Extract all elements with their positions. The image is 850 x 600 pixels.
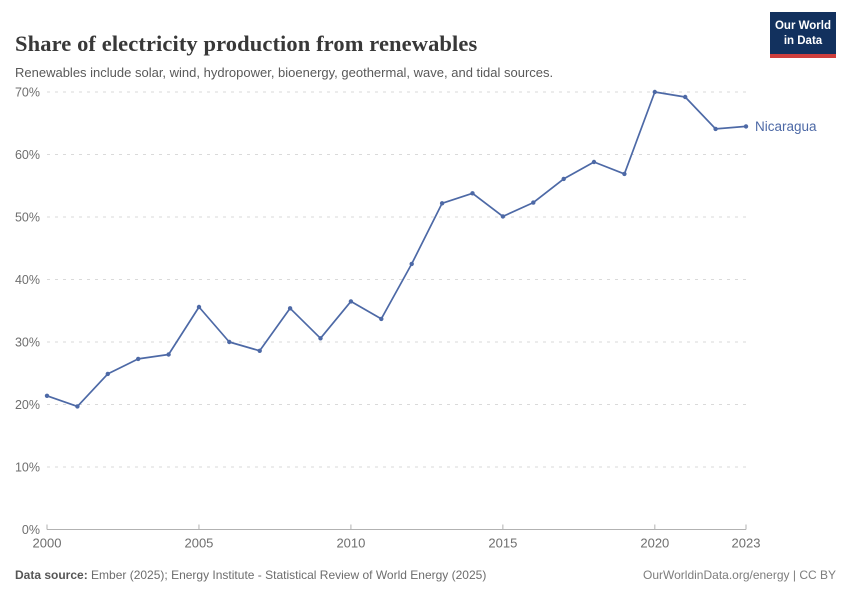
owid-logo[interactable]: Our World in Data <box>770 12 836 59</box>
owid-logo-line1: Our World <box>774 20 831 32</box>
data-point <box>409 261 414 267</box>
data-point <box>561 176 566 182</box>
data-point <box>75 404 80 409</box>
data-point <box>227 339 232 345</box>
data-source-text: Data source: Ember (2025); Energy Instit… <box>15 568 487 582</box>
data-point <box>257 348 262 353</box>
y-tick-label: 70% <box>15 86 40 100</box>
data-point <box>166 352 171 357</box>
x-tick-label: 2023 <box>732 536 761 551</box>
series-label-nicaragua[interactable]: Nicaragua <box>755 119 817 134</box>
data-point <box>713 126 718 132</box>
data-point <box>743 124 749 129</box>
chart-subtitle: Renewables include solar, wind, hydropow… <box>15 65 554 80</box>
data-source-label: Data source: <box>15 568 88 582</box>
data-point <box>591 159 597 165</box>
y-tick-label: 10% <box>15 461 40 475</box>
data-point <box>44 393 50 398</box>
data-point <box>683 94 688 100</box>
y-tick-label: 40% <box>15 273 40 287</box>
chart-title: Share of electricity production from ren… <box>15 31 478 57</box>
license-text[interactable]: OurWorldinData.org/energy | CC BY <box>643 568 836 582</box>
data-point <box>470 191 475 196</box>
chart-footer: Data source: Ember (2025); Energy Instit… <box>15 568 836 582</box>
data-point <box>652 89 657 95</box>
y-tick-label: 60% <box>15 148 40 162</box>
x-tick-label: 2020 <box>640 536 669 551</box>
x-tick-label: 2005 <box>184 536 213 551</box>
data-point <box>500 214 506 219</box>
line-chart: 0% 10% 20% 30% 40% 50% 60% 70% 2000 2005 2010 2015 2… <box>15 86 817 551</box>
y-tick-label: 50% <box>15 211 40 225</box>
data-point <box>318 336 323 341</box>
data-point <box>531 200 536 205</box>
data-point <box>196 304 202 310</box>
data-point <box>136 356 141 362</box>
data-point <box>105 371 111 377</box>
series-line-nicaragua[interactable] <box>46 91 747 408</box>
data-point <box>622 171 627 177</box>
owid-logo-line2: in Data <box>783 34 823 47</box>
y-tick-label: 30% <box>15 336 40 350</box>
x-tick-label: 2010 <box>336 536 365 551</box>
data-point <box>379 316 384 322</box>
y-tick-label: 0% <box>22 523 40 537</box>
y-tick-label: 20% <box>15 398 40 412</box>
data-point <box>439 201 445 206</box>
x-tick-label: 2000 <box>33 536 62 551</box>
data-point <box>348 299 354 304</box>
data-point <box>287 306 293 311</box>
x-tick-label: 2015 <box>488 536 517 551</box>
